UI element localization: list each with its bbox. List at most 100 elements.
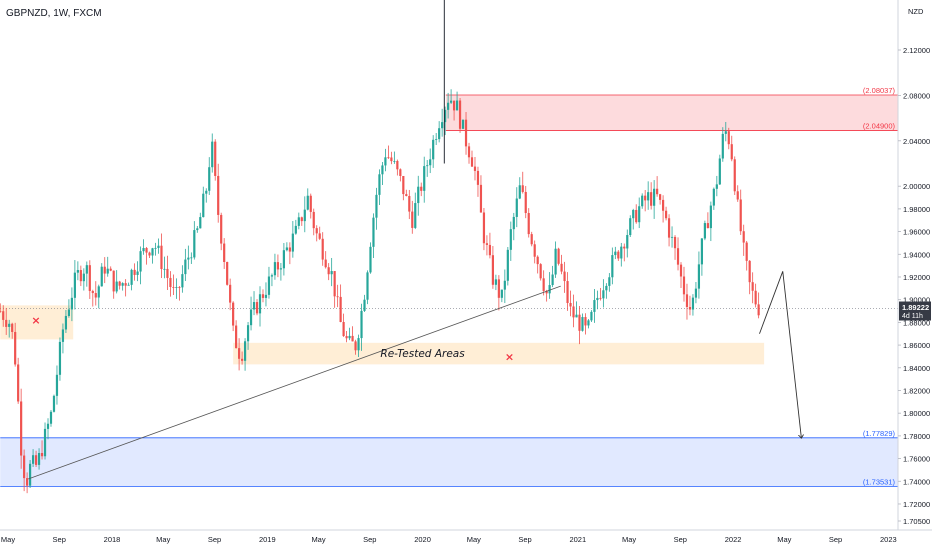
chart-title: GBPNZD, 1W, FXCM bbox=[6, 8, 102, 19]
candle-body bbox=[512, 216, 515, 230]
candle-body bbox=[52, 395, 56, 412]
time-tick-label: Sep bbox=[363, 535, 376, 544]
candle-body bbox=[563, 271, 566, 282]
candle-body bbox=[208, 167, 211, 191]
candle-body bbox=[70, 297, 73, 310]
currency-label: NZD bbox=[908, 7, 924, 16]
price-tick-label: 2.12000 bbox=[903, 46, 930, 55]
candle-body bbox=[154, 247, 157, 249]
zone-support bbox=[0, 437, 899, 487]
candle-body bbox=[414, 203, 417, 228]
candle-body bbox=[384, 157, 387, 166]
candle-body bbox=[151, 248, 154, 256]
candle-body bbox=[145, 248, 148, 253]
candle-body bbox=[417, 186, 420, 204]
price-tick-label: 1.98000 bbox=[903, 205, 930, 214]
candle-body bbox=[739, 199, 742, 232]
candle-body bbox=[536, 256, 539, 265]
candle-body bbox=[187, 257, 190, 260]
candle-body bbox=[745, 242, 748, 261]
candle-body bbox=[214, 141, 217, 176]
candle-body bbox=[217, 175, 220, 215]
candle-body bbox=[246, 325, 250, 342]
candle-body bbox=[632, 209, 635, 219]
candle-body bbox=[354, 341, 357, 351]
candle-body bbox=[447, 102, 450, 110]
candle-body bbox=[721, 133, 724, 159]
candle-body bbox=[181, 274, 184, 288]
candle-body bbox=[28, 463, 32, 486]
price-tick-label: 1.84000 bbox=[903, 364, 930, 373]
candle-body bbox=[423, 166, 426, 191]
candle-body bbox=[276, 262, 280, 270]
candle-body bbox=[163, 268, 166, 270]
time-tick-label: May bbox=[1, 535, 15, 544]
price-tick-label: 1.80000 bbox=[903, 409, 930, 418]
candle-body bbox=[515, 198, 518, 217]
candle-body bbox=[473, 166, 477, 171]
candle-body bbox=[136, 271, 139, 275]
time-axis-panel[interactable] bbox=[0, 530, 932, 550]
candle-body bbox=[667, 218, 671, 238]
candle-body bbox=[551, 274, 554, 286]
x-marker: × bbox=[505, 350, 514, 363]
time-tick-label: 2023 bbox=[880, 535, 897, 544]
price-tick-label: 1.70500 bbox=[903, 517, 930, 526]
candle-body bbox=[500, 289, 503, 298]
candle-body bbox=[751, 282, 754, 291]
time-tick-label: 2021 bbox=[569, 535, 586, 544]
current-price-label: 1.89222 bbox=[902, 303, 929, 312]
candle-body bbox=[288, 247, 291, 252]
candle-body bbox=[518, 185, 521, 199]
candle-body bbox=[306, 195, 309, 210]
candle-body bbox=[375, 194, 378, 218]
candle-body bbox=[190, 257, 193, 259]
candle-body bbox=[130, 269, 133, 285]
price-tick-label: 2.04000 bbox=[903, 137, 930, 146]
time-tick-label: Sep bbox=[53, 535, 66, 544]
price-axis-panel[interactable] bbox=[898, 0, 932, 550]
candle-body bbox=[467, 146, 471, 158]
candle-body bbox=[596, 297, 599, 301]
candle-body bbox=[55, 374, 59, 396]
candle-body bbox=[61, 329, 65, 342]
bar-countdown-label: 4d 11h bbox=[902, 313, 923, 320]
candle-body bbox=[261, 294, 265, 298]
candle-body bbox=[85, 265, 88, 274]
candle-body bbox=[420, 186, 423, 191]
candle-body bbox=[20, 401, 23, 456]
candle-body bbox=[369, 246, 372, 273]
candle-body bbox=[491, 255, 494, 285]
candle-body bbox=[139, 251, 142, 272]
candle-body bbox=[345, 336, 348, 339]
price-tick-label: 1.76000 bbox=[903, 455, 930, 464]
candle-body bbox=[703, 223, 706, 239]
candle-body bbox=[103, 266, 106, 274]
candle-body bbox=[142, 248, 145, 252]
projection-arrow bbox=[759, 271, 801, 438]
candle-body bbox=[670, 236, 674, 238]
candle-body bbox=[312, 211, 315, 229]
candle-body bbox=[291, 233, 294, 252]
candle-body bbox=[476, 170, 480, 185]
candle-body bbox=[432, 139, 435, 160]
candle-body bbox=[754, 290, 757, 305]
candle-body bbox=[650, 192, 653, 206]
candle-body bbox=[426, 165, 429, 167]
candle-body bbox=[527, 213, 530, 235]
candle-body bbox=[205, 190, 208, 194]
candle-body bbox=[34, 455, 38, 465]
candle-body bbox=[196, 228, 199, 231]
candle-body bbox=[232, 302, 235, 326]
candle-body bbox=[82, 273, 85, 282]
time-tick-label: 2022 bbox=[725, 535, 742, 544]
candle-body bbox=[641, 195, 644, 207]
candle-body bbox=[64, 315, 68, 330]
candle-body bbox=[300, 217, 303, 222]
candle-body bbox=[357, 338, 360, 351]
candle-body bbox=[318, 233, 321, 239]
time-tick-label: May bbox=[777, 535, 791, 544]
candle-body bbox=[464, 119, 468, 147]
candle-body bbox=[5, 319, 8, 327]
